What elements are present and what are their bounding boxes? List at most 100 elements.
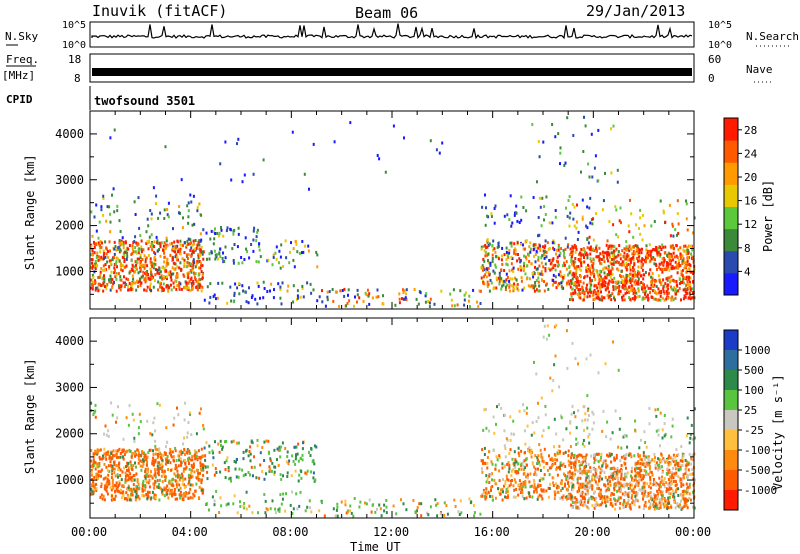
scatter-cell [579, 498, 582, 502]
scatter-cell [537, 467, 539, 471]
scatter-cell [641, 257, 644, 261]
scatter-cell [584, 469, 587, 473]
scatter-cell [588, 476, 590, 480]
scatter-cell [567, 471, 570, 475]
scatter-cell [568, 216, 571, 220]
scatter-cell [625, 264, 628, 268]
scatter-cell [168, 273, 171, 277]
scatter-cell [492, 248, 495, 252]
scatter-cell [190, 282, 193, 286]
scatter-cell [194, 457, 197, 461]
scatter-cell [531, 495, 534, 499]
scatter-cell [659, 466, 662, 470]
scatter-cell [200, 463, 203, 467]
scatter-cell [600, 455, 603, 459]
scatter-cell [144, 476, 147, 480]
scatter-cell [654, 456, 656, 460]
scatter-cell [565, 206, 567, 210]
scatter-cell [666, 472, 669, 476]
scatter-cell [607, 259, 609, 263]
scatter-cell [582, 496, 584, 500]
scatter-cell [567, 497, 570, 500]
scatter-cell [578, 507, 581, 511]
scatter-cell [602, 255, 605, 259]
scatter-cell [638, 271, 641, 275]
scatter-cell [665, 264, 668, 268]
scatter-cell [95, 286, 97, 290]
scatter-cell [168, 286, 171, 290]
scatter-cell [554, 453, 557, 457]
scatter-cell [513, 488, 516, 492]
scatter-cell [643, 258, 646, 262]
scatter-cell [668, 492, 670, 495]
scatter-cell [653, 257, 656, 261]
scatter-cell [614, 260, 617, 264]
scatter-cell [302, 250, 305, 254]
scatter-cell [315, 445, 318, 449]
scatter-cell [157, 483, 160, 486]
scatter-cell [211, 449, 214, 453]
scatter-cell [680, 493, 683, 497]
scatter-cell [278, 509, 281, 513]
scatter-cell [255, 239, 258, 243]
scatter-cell [570, 472, 573, 476]
scatter-cell [590, 272, 593, 276]
scatter-cell [143, 266, 146, 270]
scatter-cell [197, 478, 200, 482]
scatter-cell [660, 291, 663, 295]
scatter-cell [567, 279, 570, 283]
scatter-cell [585, 224, 588, 228]
scatter-cell [252, 474, 254, 478]
scatter-cell [508, 452, 511, 455]
scatter-cell [161, 488, 164, 492]
scatter-cell [115, 464, 118, 468]
scatter-cell [647, 472, 650, 476]
scatter-cell [486, 238, 489, 242]
scatter-cell [680, 298, 682, 302]
scatter-cell [583, 428, 585, 432]
scatter-cell [537, 216, 540, 219]
scatter-cell [551, 241, 554, 245]
scatter-cell [127, 495, 129, 499]
scatter-cell [146, 460, 149, 464]
scatter-cell [187, 496, 190, 500]
scatter-cell [572, 246, 575, 250]
scatter-cell [250, 296, 253, 299]
scatter-cell [552, 283, 554, 287]
scatter-cell [295, 492, 298, 496]
scatter-cell [633, 478, 636, 482]
scatter-cell [641, 460, 644, 464]
scatter-cell [541, 273, 544, 277]
scatter-cell [481, 459, 484, 463]
scatter-cell [170, 272, 173, 276]
scatter-cell [118, 259, 121, 263]
scatter-cell [559, 467, 561, 471]
scatter-cell [166, 459, 169, 463]
scatter-cell [189, 496, 192, 500]
scatter-cell [501, 284, 504, 288]
scatter-cell [169, 488, 172, 492]
scatter-cell [221, 257, 224, 260]
scatter-cell [506, 496, 509, 499]
scatter-cell [577, 279, 580, 283]
scatter-cell [514, 470, 517, 474]
scatter-cell [609, 498, 612, 502]
scatter-cell [97, 255, 100, 259]
scatter-cell [218, 450, 221, 454]
scatter-cell [385, 499, 388, 502]
scatter-cell [483, 408, 486, 412]
scatter-cell [105, 246, 108, 250]
scatter-cell [123, 453, 126, 457]
scatter-cell [577, 295, 580, 299]
scatter-cell [655, 461, 658, 465]
scatter-cell [134, 269, 137, 273]
scatter-cell [632, 235, 635, 239]
scatter-cell [134, 498, 137, 502]
scatter-cell [274, 251, 277, 255]
scatter-cell [606, 253, 609, 257]
scatter-cell [625, 248, 628, 252]
scatter-cell [534, 454, 537, 458]
scatter-cell [680, 273, 683, 277]
scatter-cell [512, 484, 515, 488]
scatter-cell [568, 473, 571, 477]
